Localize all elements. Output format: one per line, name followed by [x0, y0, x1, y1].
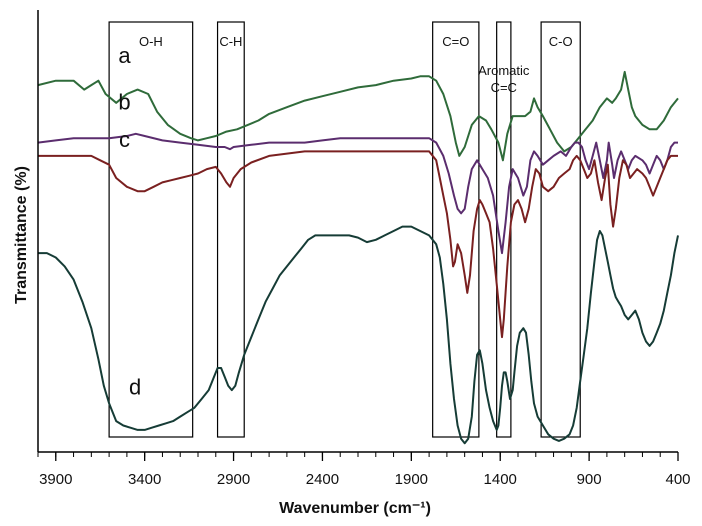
- band-box-o-h: [108, 21, 194, 438]
- curve-label-a: a: [118, 43, 131, 68]
- axes: 3900 3400 2900 2400 1900 1400 900 400: [37, 10, 691, 488]
- curve-labels: abc d: [118, 43, 141, 400]
- band-label-o-h: O-H: [139, 34, 163, 49]
- band-label-c-o: C-O: [549, 34, 573, 49]
- x-tick-label: 1900: [395, 471, 428, 488]
- band-label-c-h: C-H: [219, 34, 242, 49]
- curve-label-b: b: [118, 89, 130, 114]
- curve-label-d: d: [129, 375, 141, 400]
- series-line-d: [38, 225, 679, 445]
- series-line-c: [38, 150, 678, 339]
- x-axis-title: Wavenumber (cm⁻¹): [279, 500, 431, 517]
- x-tick-label: 2400: [306, 471, 339, 488]
- series-line-a: [37, 70, 679, 162]
- band-box-c-h: [216, 21, 245, 438]
- band-box-c-o: [432, 21, 480, 438]
- band-box-c-o: [540, 21, 581, 438]
- band-label-aromatic-c-c: Aromatic C=C: [478, 63, 530, 95]
- curve-label-c: c: [119, 127, 130, 152]
- x-tick-label: 3400: [128, 471, 161, 488]
- y-axis-title: Transmittance (%): [13, 166, 30, 304]
- series-line-b: [37, 132, 678, 255]
- band-label-c-o: C=O: [442, 34, 469, 49]
- x-tick-label: 2900: [217, 471, 250, 488]
- x-tick-label: 3900: [39, 471, 72, 488]
- x-tick-label: 1400: [484, 471, 517, 488]
- x-tick-label: 400: [665, 471, 690, 488]
- x-tick-label: 900: [577, 471, 602, 488]
- series-lines: [37, 70, 679, 445]
- band-boxes: O-H C-H C=O Aromatic C=C C-O: [108, 21, 581, 438]
